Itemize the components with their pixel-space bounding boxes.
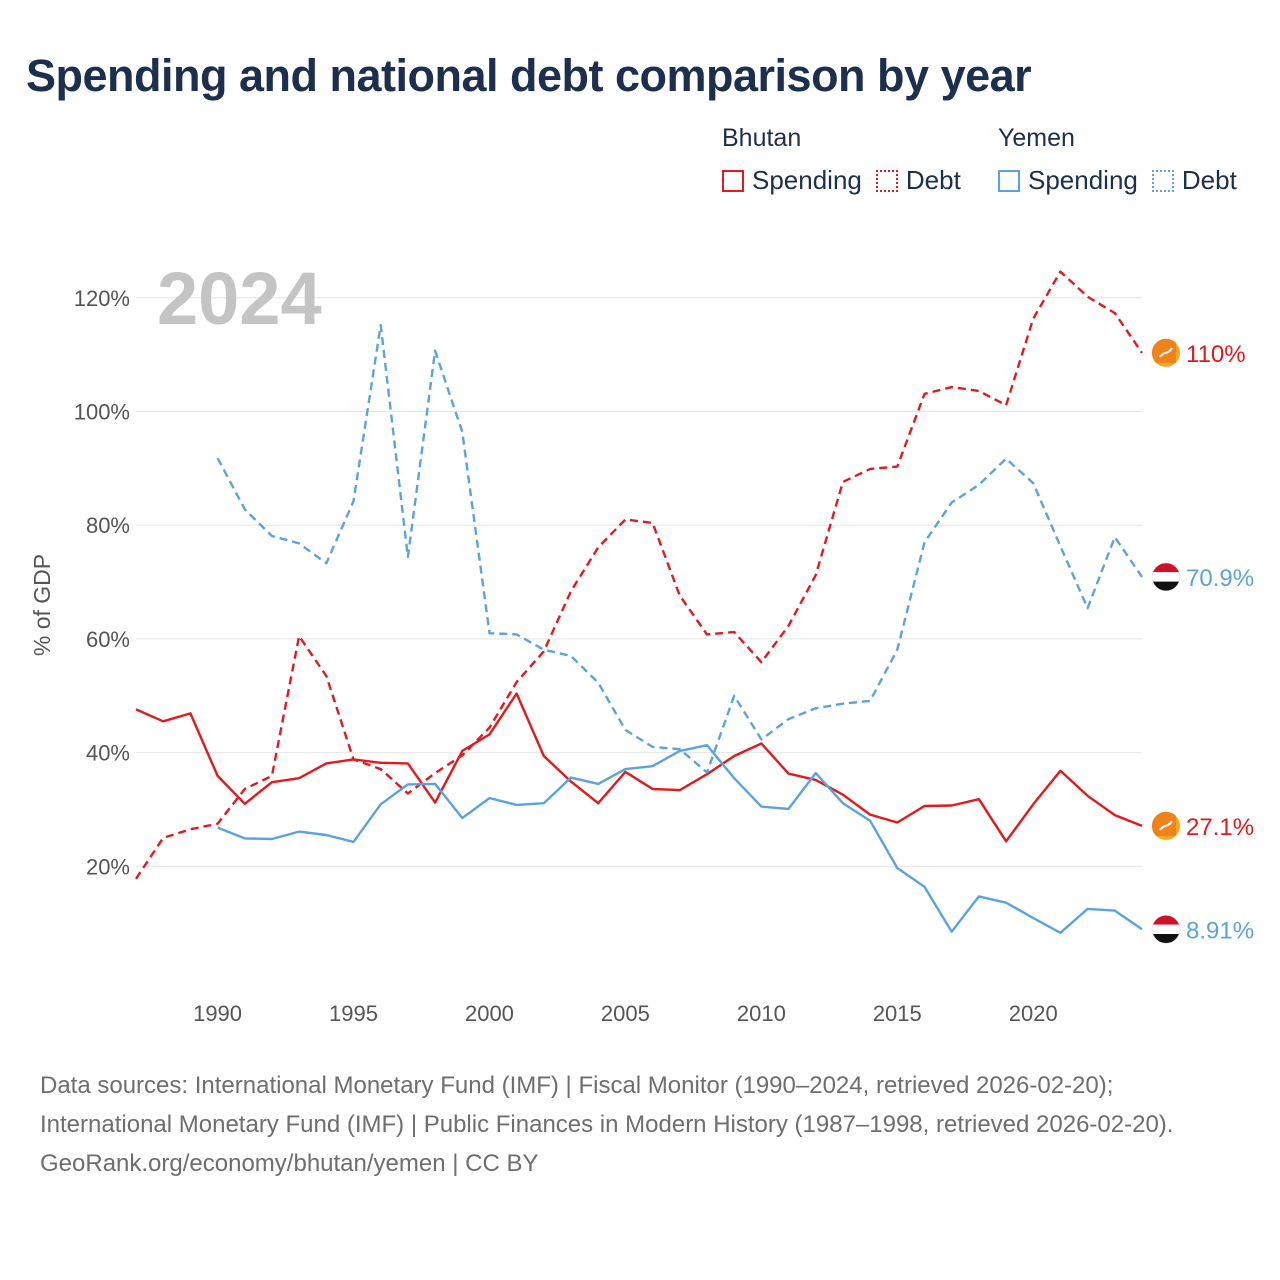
y-tick-label: 120% <box>74 286 130 311</box>
y-tick-label: 80% <box>86 513 130 538</box>
legend-group-name: Yemen <box>998 124 1075 152</box>
yemen-flag-icon <box>1151 914 1181 944</box>
x-tick-label: 2005 <box>601 1001 650 1026</box>
legend-group-yemen: Yemen Spending Debt <box>998 124 1251 196</box>
legend-group-bhutan: Bhutan Spending Debt <box>722 124 975 196</box>
series-line-yemen-debt[interactable] <box>216 323 1143 774</box>
end-value-label: 8.91% <box>1186 917 1254 944</box>
legend-label: Spending <box>752 165 862 195</box>
legend-group-name: Bhutan <box>722 124 802 152</box>
credit-link[interactable]: GeoRank.org/economy/bhutan/yemen | CC BY <box>40 1150 539 1177</box>
legend-item-yemen-spending[interactable]: Spending <box>998 165 1138 196</box>
bhutan-flag-icon <box>1151 811 1180 840</box>
series-line-bhutan-spending[interactable] <box>135 692 1143 843</box>
legend-label: Spending <box>1028 165 1138 195</box>
x-tick-label: 2010 <box>737 1001 786 1026</box>
legend-swatch-dotted <box>875 169 898 192</box>
x-tick-label: 1990 <box>193 1001 242 1026</box>
y-axis-label: % of GDP <box>29 554 55 656</box>
end-value-label: 27.1% <box>1186 814 1254 841</box>
series-line-bhutan-debt[interactable] <box>135 270 1143 880</box>
y-tick-label: 20% <box>86 854 130 879</box>
x-tick-label: 1995 <box>329 1001 378 1026</box>
legend-swatch-solid <box>998 169 1020 192</box>
yemen-flag-icon <box>1151 562 1181 592</box>
series-line-yemen-spending[interactable] <box>217 744 1143 934</box>
chart-title: Spending and national debt comparison by… <box>26 50 1032 101</box>
year-watermark: 2024 <box>157 257 322 340</box>
end-value-label: 70.9% <box>1186 565 1254 592</box>
y-tick-label: 100% <box>74 400 130 425</box>
legend-swatch-dotted <box>1151 169 1174 192</box>
legend-swatch-solid <box>722 169 744 192</box>
x-tick-label: 2020 <box>1009 1001 1058 1026</box>
chart-plot: 2024 20% 40% 60% 80% 100% 120% 1990 1995 2000 20… <box>29 257 1254 1026</box>
legend-item-yemen-debt[interactable]: Debt <box>1151 165 1237 196</box>
legend-item-bhutan-debt[interactable]: Debt <box>875 165 961 196</box>
legend-label: Debt <box>1181 165 1237 195</box>
data-sources: Data sources: International Monetary Fun… <box>40 1072 1174 1138</box>
end-value-label: 110% <box>1186 341 1246 368</box>
legend-item-bhutan-spending[interactable]: Spending <box>722 165 862 196</box>
footer: Data sources: International Monetary Fun… <box>40 1066 1240 1183</box>
x-tick-label: 2000 <box>465 1001 514 1026</box>
y-tick-label: 40% <box>86 741 130 766</box>
bhutan-flag-icon <box>1151 338 1180 367</box>
legend-label: Debt <box>905 165 961 195</box>
x-tick-label: 2015 <box>873 1001 922 1026</box>
y-tick-label: 60% <box>86 627 130 652</box>
